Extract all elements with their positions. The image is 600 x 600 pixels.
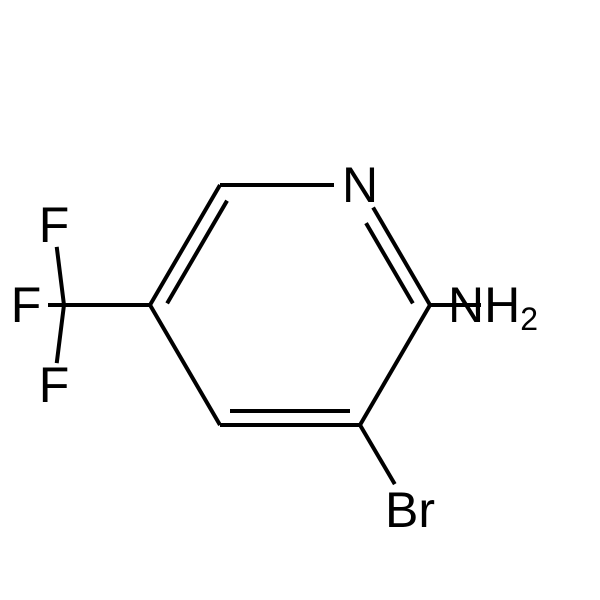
- bond-C2-C3: [360, 305, 430, 425]
- atom-label-F12: F: [39, 357, 70, 413]
- molecule-svg: NNH2BrFFF: [0, 0, 600, 600]
- atom-label-F11: F: [11, 277, 42, 333]
- bond-N1-C2: [373, 207, 430, 305]
- bond-C5-C6: [150, 185, 220, 305]
- atom-label-F10: F: [39, 197, 70, 253]
- atom-label-N1: N: [342, 157, 378, 213]
- bond-C9-F12: [57, 305, 64, 363]
- bond-C3-Br8: [360, 425, 395, 484]
- bond-C4-C5: [150, 305, 220, 425]
- bond2-C5-C6: [167, 201, 227, 304]
- bond-C9-F10: [57, 247, 64, 305]
- atom-label-Br8: Br: [385, 482, 435, 538]
- atom-label-N7: NH2: [448, 277, 538, 337]
